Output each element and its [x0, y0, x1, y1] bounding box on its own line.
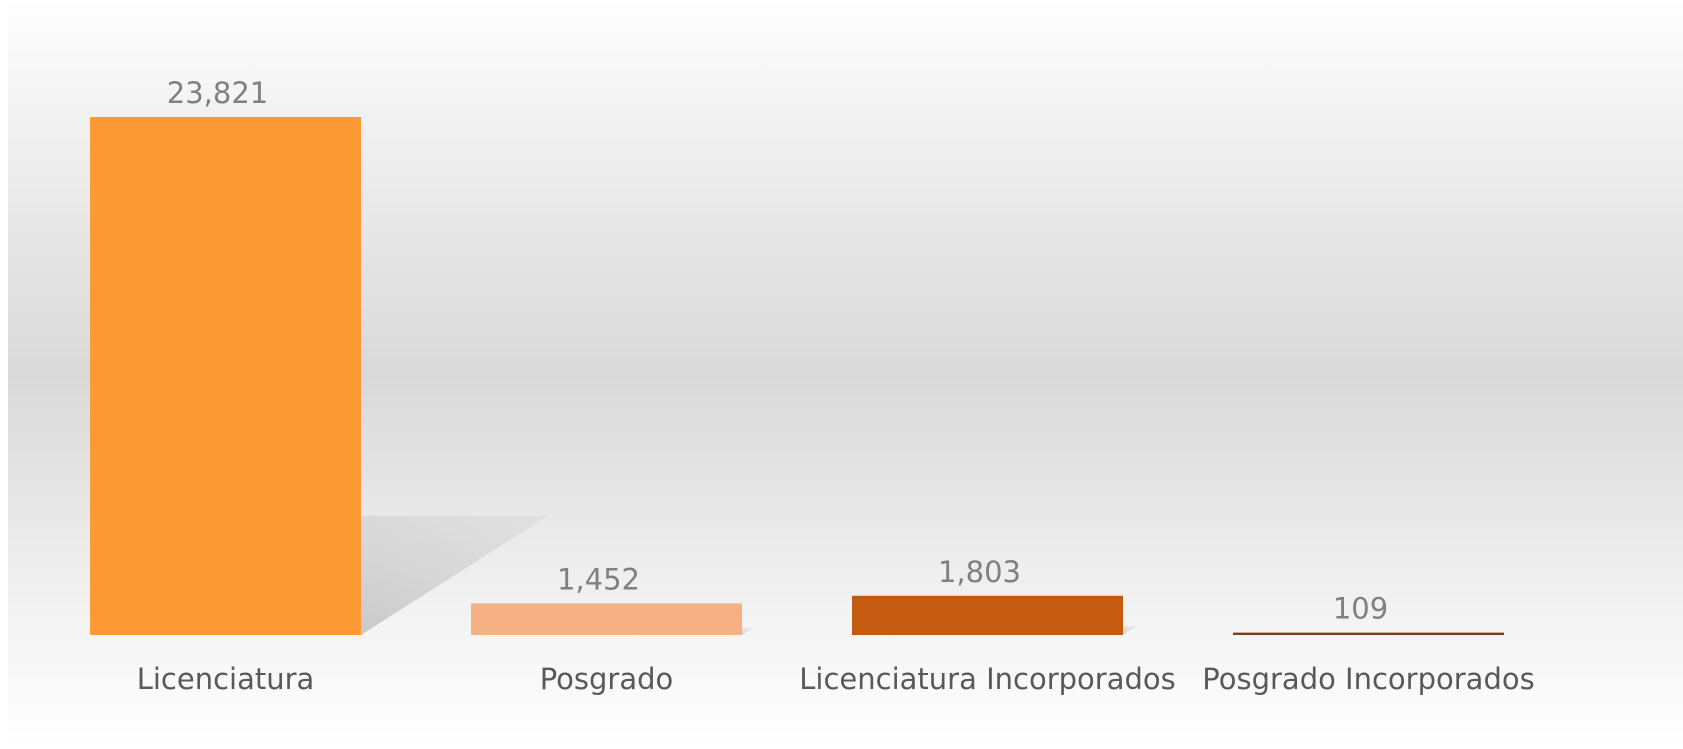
- x-tick-label: Posgrado Incorporados: [1202, 662, 1534, 696]
- value-label: 1,452: [557, 562, 640, 596]
- x-tick-label: Licenciatura: [137, 662, 315, 696]
- x-tick-label: Licenciatura Incorporados: [799, 662, 1175, 696]
- value-label: 109: [1333, 592, 1388, 626]
- bar: [471, 603, 742, 635]
- value-label: 23,821: [167, 76, 268, 110]
- bar: [1233, 632, 1504, 635]
- bar: [90, 117, 361, 635]
- bar: [852, 595, 1123, 635]
- x-tick-label: Posgrado: [540, 662, 674, 696]
- value-label: 1,803: [938, 555, 1021, 589]
